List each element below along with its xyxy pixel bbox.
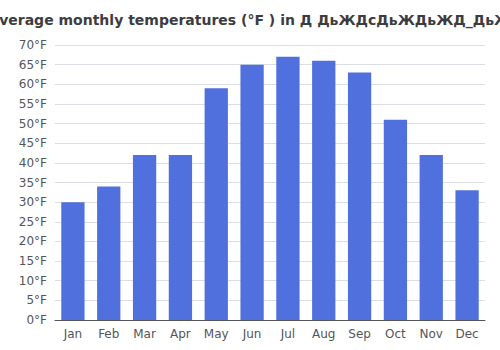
svg-text:50°F: 50°F — [19, 117, 47, 131]
svg-text:Oct: Oct — [385, 327, 406, 341]
svg-text:30°F: 30°F — [19, 195, 47, 209]
svg-text:60°F: 60°F — [19, 77, 47, 91]
svg-text:Jan: Jan — [63, 327, 83, 341]
svg-text:25°F: 25°F — [19, 215, 47, 229]
svg-text:Aug: Aug — [312, 327, 335, 341]
svg-text:Mar: Mar — [133, 327, 156, 341]
svg-text:15°F: 15°F — [19, 254, 47, 268]
svg-text:Jun: Jun — [242, 327, 262, 341]
svg-text:Feb: Feb — [98, 327, 119, 341]
svg-text:65°F: 65°F — [19, 58, 47, 72]
svg-text:May: May — [204, 327, 229, 341]
svg-text:35°F: 35°F — [19, 176, 47, 190]
svg-text:40°F: 40°F — [19, 156, 47, 170]
svg-text:Sep: Sep — [348, 327, 371, 341]
svg-text:Average monthly temperatures (: Average monthly temperatures (°F ) in Д … — [0, 12, 500, 29]
svg-text:20°F: 20°F — [19, 234, 47, 248]
svg-text:0°F: 0°F — [26, 313, 47, 327]
svg-text:Dec: Dec — [455, 327, 478, 341]
svg-text:5°F: 5°F — [26, 293, 47, 307]
svg-text:45°F: 45°F — [19, 136, 47, 150]
svg-text:Apr: Apr — [170, 327, 191, 341]
svg-text:Jul: Jul — [280, 327, 295, 341]
svg-text:10°F: 10°F — [19, 274, 47, 288]
svg-text:70°F: 70°F — [19, 38, 47, 52]
svg-text:55°F: 55°F — [19, 97, 47, 111]
svg-text:Nov: Nov — [420, 327, 443, 341]
